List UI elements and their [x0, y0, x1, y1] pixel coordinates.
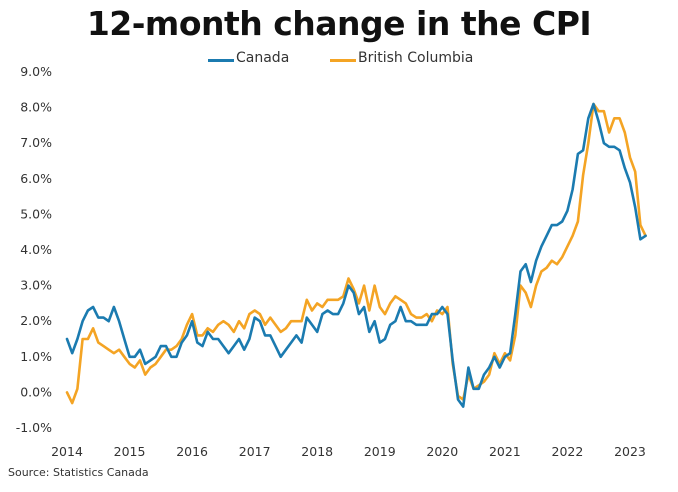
legend: Canada British Columbia	[0, 50, 678, 70]
legend-swatch-bc	[330, 59, 356, 62]
y-tick-label: 6.0%	[20, 171, 52, 186]
y-tick-label: -1.0%	[16, 420, 52, 435]
x-tick-label: 2017	[239, 444, 271, 459]
x-tick-label: 2014	[51, 444, 83, 459]
x-tick-label: 2022	[552, 444, 584, 459]
y-tick-label: 1.0%	[20, 349, 52, 364]
y-tick-label: 3.0%	[20, 278, 52, 293]
series-line-canada	[65, 102, 647, 408]
y-tick-label: 7.0%	[20, 135, 52, 150]
y-tick-label: 9.0%	[20, 64, 52, 79]
chart-title: 12-month change in the CPI	[86, 4, 592, 43]
series-line-british-columbia	[65, 102, 647, 405]
x-tick-label: 2016	[176, 444, 208, 459]
x-tick-label: 2020	[426, 444, 458, 459]
y-tick-label: 8.0%	[20, 100, 52, 115]
x-tick-label: 2015	[114, 444, 146, 459]
legend-label-canada: Canada	[236, 50, 290, 66]
x-tick-label: 2018	[301, 444, 333, 459]
legend-swatch-canada	[208, 59, 234, 62]
y-tick-label: 2.0%	[20, 313, 52, 328]
y-tick-label: 4.0%	[20, 242, 52, 257]
x-tick-label: 2019	[364, 444, 396, 459]
x-tick-label: 2023	[614, 444, 646, 459]
legend-label-bc: British Columbia	[358, 50, 474, 66]
y-tick-label: 5.0%	[20, 206, 52, 221]
y-tick-label: 0.0%	[20, 384, 52, 399]
source-note: Source: Statistics Canada	[8, 466, 149, 479]
x-tick-label: 2021	[489, 444, 521, 459]
